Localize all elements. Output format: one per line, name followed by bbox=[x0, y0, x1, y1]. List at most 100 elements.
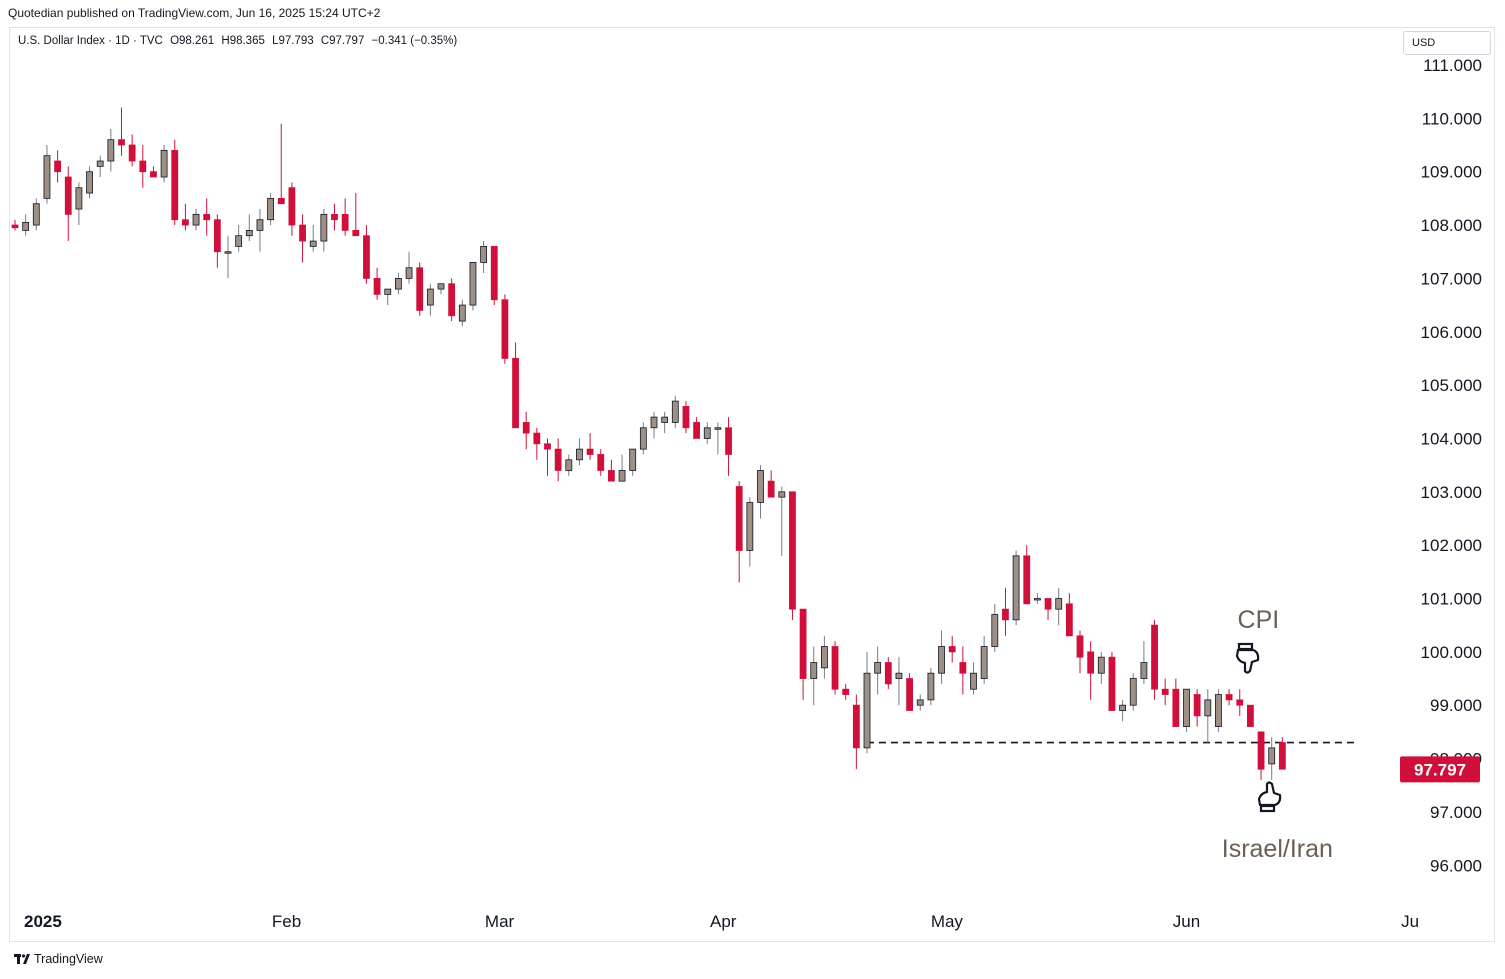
candle bbox=[725, 417, 732, 476]
candle bbox=[64, 166, 72, 242]
y-tick-label: 108.000 bbox=[1421, 216, 1482, 235]
candle-body bbox=[288, 187, 296, 226]
candle-body bbox=[916, 699, 924, 706]
candle bbox=[778, 486, 786, 556]
candle bbox=[863, 651, 871, 754]
candle bbox=[96, 155, 104, 178]
candle-body bbox=[991, 614, 999, 647]
candle bbox=[1055, 587, 1063, 626]
candle-body bbox=[842, 688, 850, 695]
candle-body bbox=[309, 240, 317, 247]
candle bbox=[288, 182, 296, 236]
candle-body bbox=[22, 221, 30, 231]
candle bbox=[650, 411, 658, 439]
candle bbox=[970, 662, 977, 695]
candle bbox=[1023, 545, 1031, 605]
candle bbox=[874, 646, 882, 695]
candle bbox=[618, 454, 626, 482]
y-tick-label: 106.000 bbox=[1421, 323, 1482, 342]
candle bbox=[522, 411, 530, 450]
candle-body bbox=[789, 491, 796, 610]
candle bbox=[43, 145, 51, 204]
candle bbox=[1044, 598, 1052, 620]
candle-body bbox=[703, 427, 711, 439]
legend-close: C97.797 bbox=[320, 35, 365, 47]
candle bbox=[1034, 593, 1041, 604]
candle bbox=[544, 438, 551, 476]
candle-body bbox=[213, 219, 221, 253]
last-price-label: 97.797 bbox=[1414, 760, 1466, 779]
candle bbox=[213, 214, 221, 268]
candle-body bbox=[1257, 731, 1265, 770]
candle bbox=[501, 294, 509, 364]
candle bbox=[639, 422, 647, 455]
pointing-down-hand-icon bbox=[1235, 642, 1260, 674]
candle bbox=[884, 657, 892, 690]
candle-body bbox=[1087, 651, 1095, 674]
currency-selector[interactable]: USD bbox=[1403, 31, 1491, 55]
candle bbox=[1097, 651, 1105, 684]
candle bbox=[852, 694, 860, 770]
candle bbox=[1268, 737, 1276, 780]
symbol-name[interactable]: U.S. Dollar Index · 1D · TVC bbox=[18, 35, 163, 47]
candle-body bbox=[938, 646, 945, 674]
candle bbox=[735, 481, 743, 583]
candle-body bbox=[554, 448, 562, 471]
candle bbox=[480, 241, 488, 274]
candle-body bbox=[586, 448, 594, 455]
candle bbox=[394, 273, 402, 295]
candle-body bbox=[874, 662, 882, 674]
candle bbox=[1087, 641, 1095, 700]
x-tick-label: Apr bbox=[710, 912, 737, 931]
tradingview-footer[interactable]: TradingView bbox=[14, 952, 103, 966]
candle bbox=[842, 683, 850, 700]
candle-body bbox=[714, 427, 722, 430]
legend-low: L97.793 bbox=[272, 35, 314, 47]
candle bbox=[1119, 699, 1126, 722]
candle bbox=[831, 641, 839, 695]
candle bbox=[1140, 641, 1148, 684]
publisher-line: Quotedian published on TradingView.com, … bbox=[8, 6, 381, 20]
candle bbox=[405, 251, 413, 284]
candle bbox=[746, 497, 754, 567]
candle-body bbox=[970, 672, 977, 690]
candle-body bbox=[480, 245, 488, 263]
candle bbox=[1129, 673, 1137, 711]
legend-open: O98.261 bbox=[170, 35, 215, 47]
candle bbox=[1204, 689, 1212, 743]
candle-body bbox=[682, 406, 690, 429]
candle bbox=[789, 491, 796, 620]
candle-body bbox=[693, 422, 700, 439]
tradingview-logo-icon bbox=[14, 954, 30, 964]
candle-body bbox=[181, 219, 189, 226]
candle-body bbox=[1278, 742, 1286, 770]
candle-body bbox=[426, 288, 434, 306]
candle bbox=[586, 433, 594, 460]
candle-body bbox=[821, 646, 828, 669]
candle-body bbox=[245, 229, 253, 237]
candle bbox=[235, 225, 243, 252]
candle-body bbox=[118, 139, 125, 146]
candle-body bbox=[384, 288, 392, 295]
candle bbox=[331, 203, 338, 231]
candle bbox=[309, 225, 317, 252]
candle-body bbox=[799, 608, 807, 679]
candle bbox=[576, 438, 583, 466]
candle bbox=[469, 261, 477, 311]
candle bbox=[991, 603, 999, 652]
candle-body bbox=[629, 448, 637, 471]
candle-body bbox=[1023, 555, 1031, 605]
candle bbox=[1236, 689, 1244, 716]
x-tick-label: Ju bbox=[1401, 912, 1419, 931]
candle-body bbox=[1183, 688, 1190, 727]
candle-body bbox=[1151, 624, 1158, 690]
hand-cuff bbox=[1237, 642, 1254, 651]
candle-body bbox=[927, 672, 935, 701]
candle-body bbox=[746, 502, 754, 551]
candle bbox=[533, 427, 541, 460]
x-tick-label: 2025 bbox=[24, 912, 62, 931]
candle-body bbox=[1140, 662, 1148, 679]
candle-body bbox=[352, 229, 360, 237]
candle-body bbox=[203, 213, 211, 221]
